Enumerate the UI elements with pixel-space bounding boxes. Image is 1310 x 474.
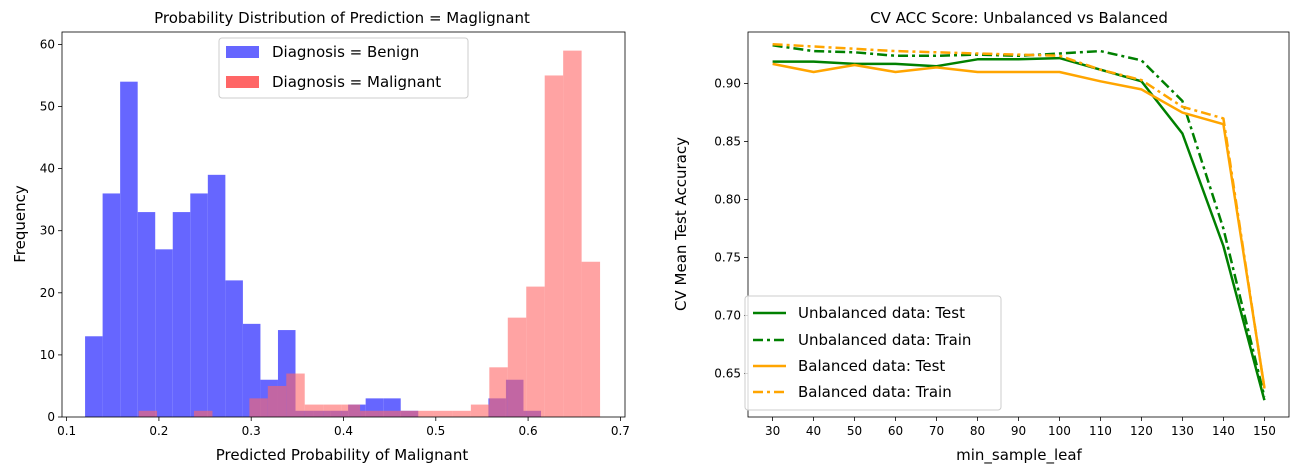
legend-label-balanced-train: Balanced data: Train — [798, 383, 952, 401]
x-tick-label: 0.3 — [242, 424, 261, 438]
histogram-bar — [341, 404, 361, 417]
histogram-bar — [137, 212, 156, 417]
legend-label-malignant: Diagnosis = Malignant — [272, 73, 441, 91]
histogram-bars — [85, 50, 601, 418]
y-tick-label: 40 — [40, 162, 55, 176]
histogram-bar — [397, 410, 416, 417]
histogram-bar — [360, 410, 379, 417]
histogram-bar — [249, 398, 268, 417]
histogram-x-axis-label: Predicted Probability of Malignant — [216, 446, 469, 464]
histogram-bar — [304, 404, 324, 417]
legend-swatch-malignant — [226, 76, 259, 88]
x-tick-label: 0.7 — [611, 424, 630, 438]
line-chart-x-axis-label: min_sample_leaf — [956, 446, 1082, 465]
histogram-bar — [207, 174, 226, 417]
histogram-bar — [581, 261, 601, 417]
histogram-bar — [85, 336, 103, 417]
histogram-chart: Probability Distribution of Prediction =… — [11, 9, 630, 464]
histogram-bar — [489, 367, 508, 417]
histogram-legend-box — [218, 37, 469, 99]
line-chart-ticks: 30 40 50 60 70 80 90 100 110 120 130 140 150 0.65 0.70… — [714, 77, 1276, 438]
y-tick-label: 30 — [40, 224, 55, 238]
line-chart-legend-box — [744, 295, 1002, 411]
y-tick-label: 20 — [40, 286, 55, 300]
histogram-bar — [138, 410, 158, 417]
x-tick-label: 0.6 — [519, 424, 538, 438]
histogram-bar — [378, 410, 398, 417]
x-tick-label: 120 — [1130, 424, 1153, 438]
x-tick-label: 70 — [929, 424, 944, 438]
legend-swatch-benign — [226, 46, 259, 58]
x-tick-label: 130 — [1171, 424, 1194, 438]
x-tick-label: 0.2 — [149, 424, 168, 438]
x-tick-label: 50 — [847, 424, 862, 438]
series-line-2 — [772, 62, 1266, 388]
line-chart: CV ACC Score: Unbalanced vs Balanced 30 4… — [672, 9, 1290, 465]
histogram-bar — [267, 385, 287, 417]
y-tick-label: 0.75 — [714, 251, 741, 265]
x-tick-label: 100 — [1048, 424, 1071, 438]
histogram-bar — [120, 81, 138, 417]
legend-label-benign: Diagnosis = Benign — [272, 43, 419, 61]
y-tick-label: 0.80 — [714, 193, 741, 207]
histogram-series-0 — [85, 81, 542, 417]
x-tick-label: 30 — [765, 424, 780, 438]
histogram-bar — [286, 373, 305, 417]
x-tick-label: 140 — [1212, 424, 1235, 438]
histogram-bar — [193, 410, 213, 417]
histogram-bar — [323, 404, 342, 417]
legend-label-unbalanced-train: Unbalanced data: Train — [798, 331, 971, 349]
histogram-bar — [172, 212, 191, 417]
y-tick-label: 0.85 — [714, 135, 741, 149]
x-tick-label: 0.5 — [426, 424, 445, 438]
x-tick-label: 40 — [806, 424, 821, 438]
x-tick-label: 150 — [1253, 424, 1276, 438]
line-chart-series — [772, 42, 1266, 401]
line-chart-y-axis-label: CV Mean Test Accuracy — [672, 137, 690, 311]
histogram-bar — [526, 286, 545, 417]
x-tick-label: 0.1 — [57, 424, 76, 438]
histogram-bar — [452, 410, 471, 417]
histogram-bar — [415, 410, 434, 417]
x-tick-label: 60 — [888, 424, 903, 438]
x-tick-label: 0.4 — [334, 424, 353, 438]
y-tick-label: 10 — [40, 348, 55, 362]
histogram-legend: Diagnosis = Benign Diagnosis = Malignant — [218, 37, 469, 99]
histogram-bar — [544, 75, 564, 417]
histogram-bar — [470, 404, 490, 417]
histogram-ticks: 0.1 0.2 0.3 0.4 0.5 0.6 0.7 0 10 20 30 40 50 60 — [40, 37, 630, 438]
line-chart-legend: Unbalanced data: Test Unbalanced data: T… — [744, 295, 1002, 411]
histogram-plot-frame — [61, 31, 626, 418]
line-chart-title: CV ACC Score: Unbalanced vs Balanced — [870, 9, 1168, 27]
x-tick-label: 110 — [1089, 424, 1112, 438]
y-tick-label: 50 — [40, 100, 55, 114]
line-chart-plot-frame — [747, 31, 1290, 418]
histogram-bar — [242, 323, 261, 417]
series-line-3 — [772, 42, 1266, 389]
histogram-bar — [507, 317, 527, 417]
y-tick-label: 0.65 — [714, 367, 741, 381]
y-tick-label: 0.70 — [714, 309, 741, 323]
y-tick-label: 60 — [40, 37, 55, 51]
histogram-title: Probability Distribution of Prediction =… — [154, 9, 530, 27]
histogram-y-axis-label: Frequency — [11, 185, 29, 263]
x-tick-label: 90 — [1011, 424, 1026, 438]
histogram-bar — [102, 193, 121, 417]
legend-label-balanced-test: Balanced data: Test — [798, 357, 945, 375]
histogram-bar — [563, 50, 582, 418]
y-tick-label: 0 — [47, 410, 55, 424]
histogram-bar — [433, 410, 453, 417]
histogram-bar — [225, 280, 243, 417]
histogram-bar — [190, 193, 208, 417]
histogram-series-1 — [138, 50, 601, 418]
y-tick-label: 0.90 — [714, 77, 741, 91]
histogram-bar — [155, 249, 173, 417]
x-tick-label: 80 — [970, 424, 985, 438]
legend-label-unbalanced-test: Unbalanced data: Test — [798, 304, 965, 322]
